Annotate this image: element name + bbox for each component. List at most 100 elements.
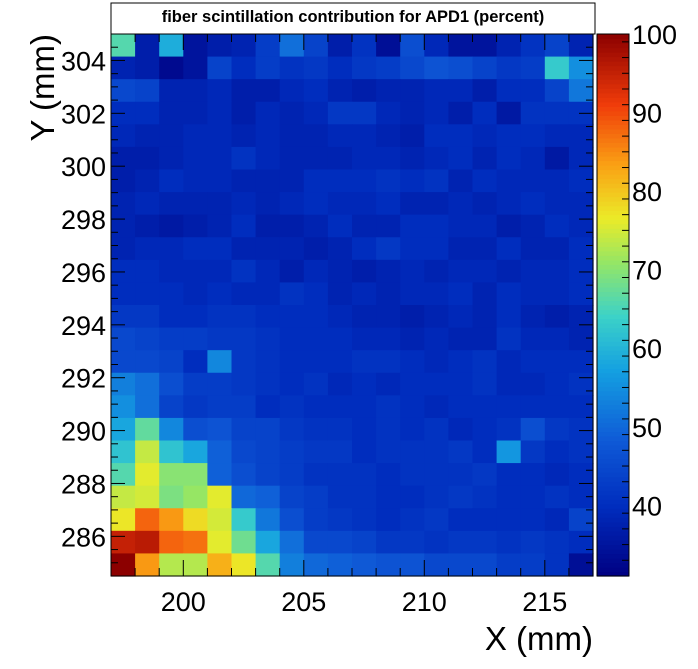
colorbar-tick-label: 80: [632, 177, 662, 207]
colorbar: [597, 34, 629, 577]
heatmap-cell: [207, 282, 233, 306]
colorbar-band: [597, 309, 629, 315]
colorbar-band: [597, 183, 629, 189]
heatmap-cell: [400, 305, 425, 329]
heatmap-cell: [400, 79, 425, 103]
colorbar-band: [597, 196, 629, 202]
x-axis-title: X (mm): [485, 620, 593, 657]
heatmap-cell: [111, 327, 136, 351]
heatmap-cell: [520, 485, 546, 509]
heatmap-cell: [568, 553, 594, 577]
heatmap-cell: [400, 192, 425, 216]
colorbar-band: [597, 164, 629, 171]
heatmap-cell: [448, 34, 474, 58]
colorbar-band: [597, 250, 629, 256]
heatmap-cell: [472, 440, 498, 464]
heatmap-cell: [135, 440, 160, 464]
heatmap-cell: [520, 440, 546, 464]
heatmap-cell: [303, 56, 329, 80]
heatmap-cell: [303, 485, 329, 509]
colorbar-band: [597, 305, 629, 311]
heatmap-cell: [135, 124, 160, 148]
heatmap-cell: [352, 192, 377, 216]
heatmap-cell: [135, 508, 160, 532]
heatmap-cell: [111, 395, 136, 419]
colorbar-band: [597, 115, 629, 121]
heatmap-cell: [135, 485, 160, 509]
heatmap-cell: [231, 237, 257, 261]
heatmap-cell: [472, 282, 498, 306]
colorbar-band: [597, 219, 629, 225]
heatmap-cell: [448, 214, 474, 238]
colorbar-band: [597, 192, 629, 198]
heatmap-cell: [496, 553, 522, 577]
heatmap-cell: [376, 259, 401, 284]
heatmap-cell: [400, 553, 425, 577]
heatmap-cell: [231, 395, 257, 419]
colorbar-band: [597, 201, 629, 207]
heatmap-cell: [111, 372, 136, 396]
heatmap-cell: [544, 350, 570, 374]
heatmap-cell: [544, 372, 570, 396]
colorbar-band: [597, 413, 629, 419]
colorbar-band: [597, 223, 629, 229]
title-box: [110, 2, 596, 35]
heatmap-cell: [303, 79, 329, 103]
heatmap-cell: [135, 463, 160, 487]
heatmap-cell: [400, 530, 425, 555]
heatmap-cell: [207, 34, 233, 58]
colorbar-band: [597, 160, 629, 166]
heatmap-cell: [279, 463, 305, 487]
heatmap-cell: [520, 350, 546, 374]
heatmap-cell: [496, 530, 522, 555]
y-tick-label: 292: [61, 364, 106, 394]
heatmap-cell: [111, 553, 136, 577]
heatmap-cell: [520, 530, 546, 555]
heatmap-cell: [183, 56, 208, 80]
heatmap-cell: [376, 350, 401, 374]
heatmap-cell: [352, 169, 377, 193]
heatmap-cell: [424, 372, 449, 396]
heatmap-cell: [231, 327, 257, 351]
heatmap-cell: [255, 305, 281, 329]
colorbar-frame: [596, 33, 630, 577]
heatmap-cell: [376, 56, 401, 80]
heatmap-cell: [352, 34, 377, 58]
heatmap-cell: [327, 79, 353, 103]
heatmap-cell: [472, 508, 498, 532]
heatmap-cell: [183, 101, 208, 125]
heatmap-cell: [111, 79, 136, 103]
heatmap-cell: [544, 395, 570, 419]
colorbar-band: [597, 440, 629, 446]
heatmap-cell: [568, 282, 594, 306]
heatmap-cell: [207, 305, 233, 329]
colorbar-tick-label: 70: [632, 256, 662, 286]
heatmap-cell: [400, 101, 425, 125]
heatmap-cell: [207, 237, 233, 261]
heatmap-cell: [135, 169, 160, 193]
colorbar-band: [597, 399, 629, 405]
heatmap-cell: [231, 214, 257, 238]
chart-title: fiber scintillation contribution for APD…: [162, 8, 545, 26]
colorbar-band: [597, 422, 629, 428]
heatmap-cell: [255, 124, 281, 148]
colorbar-band: [597, 128, 629, 134]
heatmap-cell: [111, 237, 136, 261]
heatmap-cell: [279, 327, 305, 351]
heatmap-cell: [231, 169, 257, 193]
colorbar-band: [597, 323, 629, 329]
colorbar-band: [597, 124, 629, 130]
heatmap-cell: [159, 350, 184, 374]
heatmap-cell: [472, 417, 498, 442]
heatmap-cell: [279, 34, 305, 58]
colorbar-band: [597, 404, 629, 410]
heatmap-cell: [544, 34, 570, 58]
heatmap-cell: [303, 530, 329, 555]
heatmap-cell: [327, 101, 353, 125]
heatmap-cell: [352, 463, 377, 487]
heatmap-cell: [207, 463, 233, 487]
heatmap-cell: [472, 350, 498, 374]
y-tick-label: 298: [61, 205, 106, 235]
heatmap-cell: [279, 169, 305, 193]
heatmap-cells: [111, 34, 594, 577]
